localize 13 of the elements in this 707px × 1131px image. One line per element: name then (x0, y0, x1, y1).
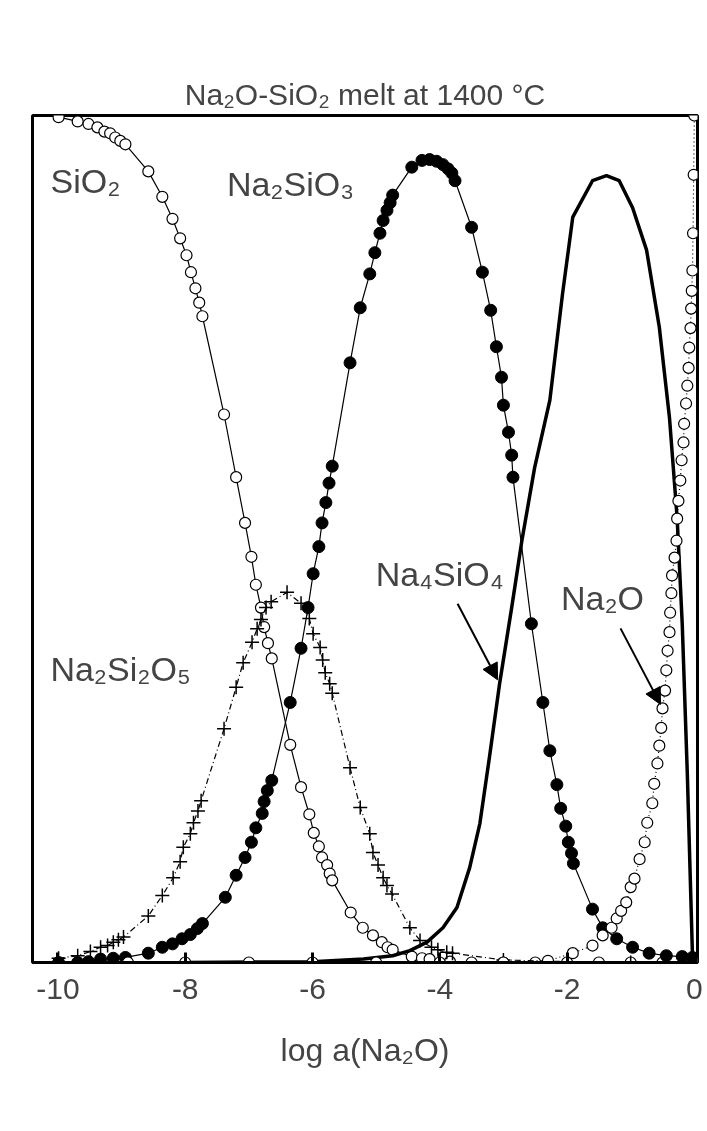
x-tick-label: 0 (685, 971, 703, 1005)
annotation: Na₄SiO₄ (375, 554, 504, 593)
x-axis-title: log a(Na₂O) (280, 1031, 450, 1068)
x-tick-label: -2 (553, 971, 581, 1005)
x-tick-label: -4 (426, 971, 454, 1005)
annotation: Na₂Si₂O₅ (50, 649, 191, 688)
annotation: Na₂SiO₃ (226, 164, 355, 203)
annotation: SiO₂ (50, 161, 121, 200)
x-tick-label: -6 (299, 971, 326, 1005)
chart-title: Na₂O-SiO₂ melt at 1400 °C (184, 77, 546, 111)
x-tick-label: -10 (36, 971, 80, 1005)
annotation: Na₂O (560, 579, 645, 618)
x-tick-label: -8 (171, 971, 199, 1005)
